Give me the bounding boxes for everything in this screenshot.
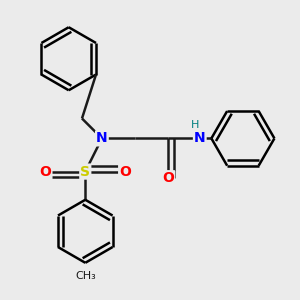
- Text: O: O: [119, 165, 131, 178]
- Text: O: O: [40, 165, 51, 178]
- Text: N: N: [96, 131, 108, 146]
- Text: S: S: [80, 165, 90, 178]
- Text: N: N: [194, 131, 206, 146]
- Text: O: O: [162, 171, 174, 185]
- Text: H: H: [190, 120, 199, 130]
- Text: CH₃: CH₃: [75, 271, 96, 281]
